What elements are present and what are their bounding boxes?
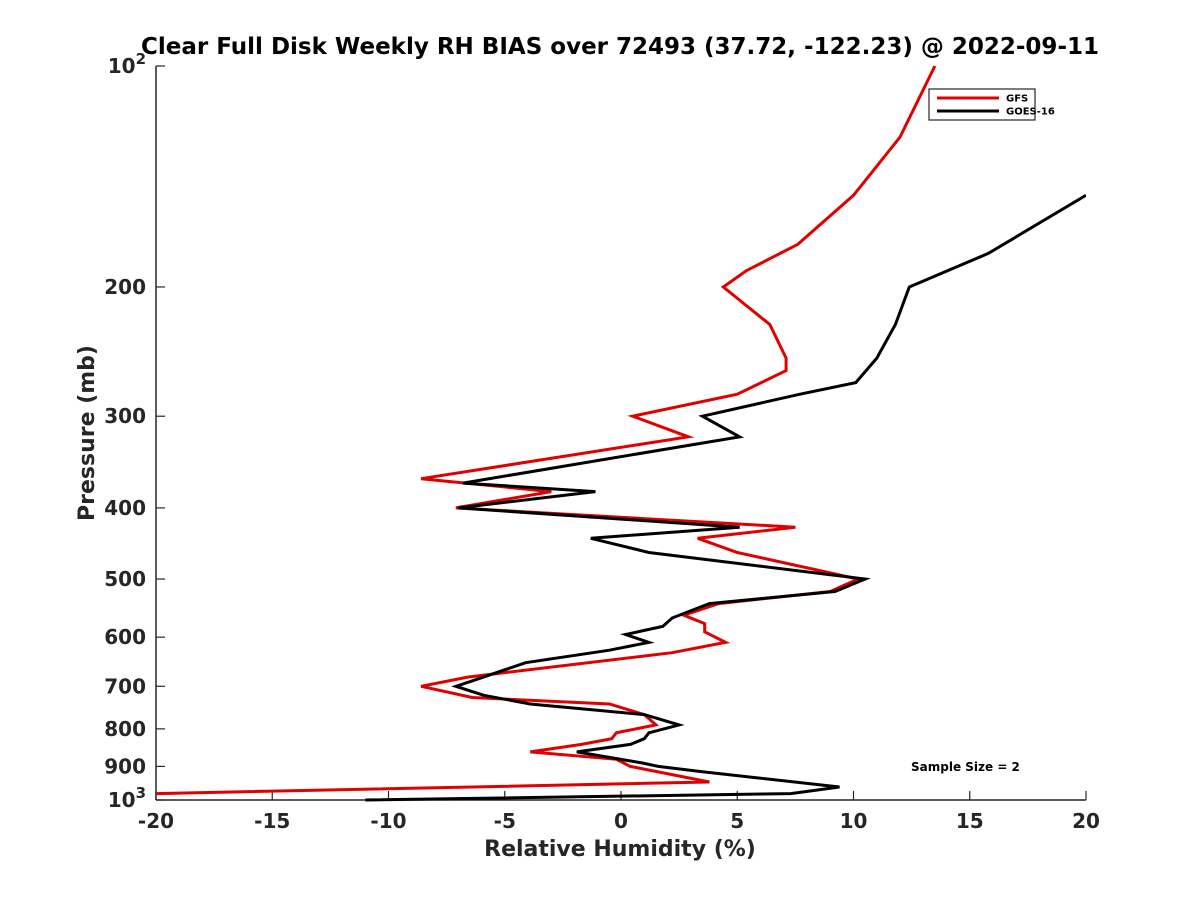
- series-line-goes-16: [365, 194, 1086, 802]
- x-tick-label: -15: [254, 809, 290, 833]
- chart-title: Clear Full Disk Weekly RH BIAS over 7249…: [141, 34, 1099, 60]
- y-tick-label: 300: [104, 404, 146, 428]
- y-tick-label: 600: [104, 625, 146, 649]
- legend-label: GFS: [1006, 94, 1028, 105]
- sample-size-annotation: Sample Size = 2: [911, 760, 1020, 774]
- x-tick-label: 5: [730, 809, 744, 833]
- y-tick-label: 900: [104, 754, 146, 778]
- series-line-gfs: [156, 65, 937, 796]
- y-tick-label: 103: [108, 784, 146, 812]
- x-tick-label: 0: [614, 809, 628, 833]
- x-tick-label: 20: [1072, 809, 1100, 833]
- x-tick-label: 10: [840, 809, 868, 833]
- y-tick-label: 500: [104, 567, 146, 591]
- series-layer: [156, 65, 1086, 802]
- x-axis-title: Relative Humidity (%): [484, 837, 756, 862]
- x-tick-label: -10: [370, 809, 406, 833]
- legend-box: [928, 88, 1036, 121]
- x-tick-label: -20: [138, 809, 174, 833]
- legend: GFS GOES-16: [928, 88, 1055, 121]
- y-tick-label: 102: [108, 50, 146, 78]
- y-tick-label: 800: [104, 717, 146, 741]
- y-axis-title: Pressure (mb): [75, 345, 100, 521]
- y-tick-label: 400: [104, 496, 146, 520]
- axes-layer: -20 -15 -10 -5 0 5 10 15 20 102 200 300 400 500 600 700…: [104, 50, 1100, 833]
- x-tick-label: -5: [494, 809, 516, 833]
- legend-label: GOES-16: [1006, 107, 1055, 118]
- x-tick-label: 15: [956, 809, 984, 833]
- y-tick-label: 200: [104, 275, 146, 299]
- y-tick-label: 700: [104, 674, 146, 698]
